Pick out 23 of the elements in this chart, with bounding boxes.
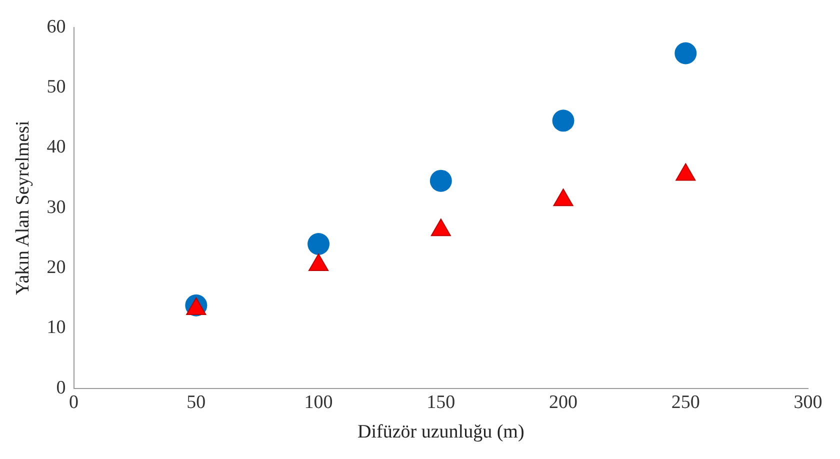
point	[674, 42, 697, 64]
point	[430, 170, 452, 192]
x-tick-label: 0	[69, 392, 79, 413]
x-tick-label: 200	[549, 392, 578, 413]
x-tick-label: 50	[186, 392, 206, 413]
y-tick-label: 30	[46, 196, 66, 218]
x-tick-label: 300	[794, 392, 822, 413]
point	[430, 218, 451, 236]
x-axis-title: Difüzör uzunluğu (m)	[358, 422, 524, 443]
y-tick-label: 10	[46, 317, 66, 338]
point	[552, 110, 574, 132]
y-tick-label: 50	[46, 76, 66, 98]
point	[676, 163, 696, 181]
x-tick-label: 150	[426, 392, 456, 413]
x-tick-label: 100	[304, 392, 333, 413]
y-tick-label: 20	[46, 257, 66, 278]
point	[308, 254, 329, 272]
y-axis-title: Yakın Alan Seyrelmesi	[12, 120, 34, 296]
y-tick-label: 60	[46, 16, 66, 38]
point	[553, 188, 574, 206]
x-tick-label: 250	[671, 392, 700, 413]
y-tick-label: 0	[56, 377, 66, 398]
y-tick-label: 40	[46, 136, 66, 158]
